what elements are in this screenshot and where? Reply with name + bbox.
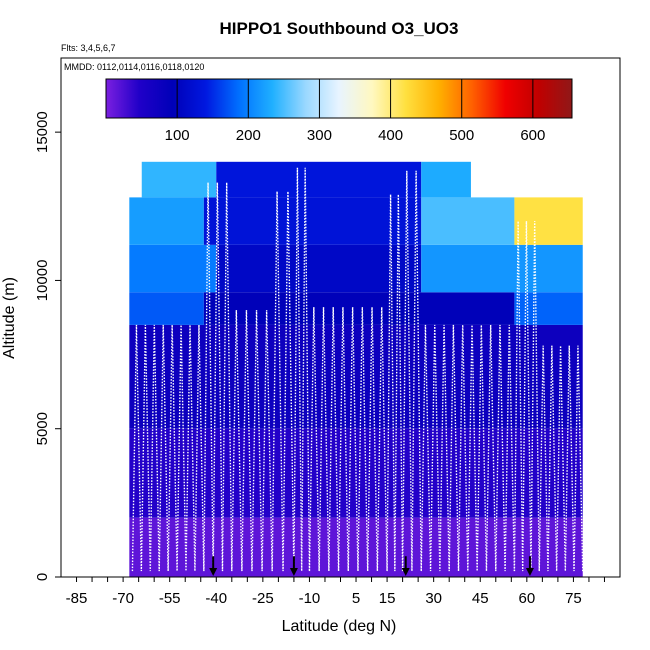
plot-area [129,161,584,577]
x-tick-label: 30 [425,590,442,607]
heatmap-cell [141,161,217,198]
x-tick-label: 60 [518,590,535,607]
x-tick-label: 15 [379,590,396,607]
x-tick-label: 75 [565,590,582,607]
flights-subtitle: Flts: 3,4,5,6,7 [61,43,116,53]
flight-profile-segment [231,310,273,572]
heatmap-cell [514,197,583,245]
flight-profile-segment [513,221,540,572]
heatmap-cell [421,161,471,198]
heatmap-cell [216,161,422,198]
y-tick-label: 10000 [34,260,51,302]
flight-divider-arrow-head [525,568,534,576]
colorbar-tick-label: 200 [236,127,261,144]
y-axis: 0 5000 10000 15000 [34,111,61,581]
colorbar-tick-label: 600 [520,127,545,144]
flight-profile-layer [131,167,584,572]
flight-profile-segment [293,167,311,572]
chart-title: HIPPO1 Southbound O3_UO3 [220,19,459,38]
heatmap-cell [129,517,583,577]
heatmap-cell [203,197,422,245]
heatmap-cell [129,197,204,245]
y-tick-label: 0 [34,573,51,581]
colorbar-ticks: 100 200 300 400 500 600 [165,79,545,144]
heatmap-layer [129,161,583,577]
colorbar-tick-label: 500 [449,127,474,144]
heatmap-cell [129,324,583,429]
flight-divider-arrows [209,556,534,576]
dates-subtitle: MMDD: 0112,0114,0116,0118,0120 [64,62,204,72]
colorbar: 100 200 300 400 500 600 [105,78,573,144]
y-tick-label: 5000 [34,412,51,445]
flight-profile-segment [131,324,205,572]
x-tick-label: -40 [205,590,227,607]
x-tick-label: 45 [472,590,489,607]
colorbar-tick-label: 300 [307,127,332,144]
x-axis-title: Latitude (deg N) [282,618,397,635]
heatmap-cell [421,197,515,245]
x-tick-label: -70 [112,590,134,607]
x-axis: -85 -70 -55 -40 -25 -10 5 15 30 45 60 75 [66,577,605,607]
y-tick-label: 15000 [34,111,51,153]
x-tick-label: -85 [66,590,88,607]
heatmap-cell [514,292,583,325]
flight-profile-segment [538,345,584,572]
colorbar-tick-label: 100 [165,127,190,144]
heatmap-cell [129,292,204,325]
x-tick-label: -10 [299,590,321,607]
x-tick-label: 5 [352,590,360,607]
colorbar-gradient [105,78,573,119]
colorbar-tick-label: 400 [378,127,403,144]
flight-profile-segment [271,191,295,572]
flight-profile-segment [308,307,388,572]
heatmap-cell [129,244,217,293]
flight-divider-arrow-head [289,568,298,576]
x-tick-label: -55 [159,590,181,607]
heatmap-cell [216,244,422,293]
heatmap-cell [203,292,515,325]
flight-divider-arrow-head [209,568,218,576]
heatmap-cell [421,244,583,293]
flight-divider-arrow-head [401,568,410,576]
x-tick-label: -25 [252,590,274,607]
y-axis-title: Altitude (m) [1,277,18,359]
